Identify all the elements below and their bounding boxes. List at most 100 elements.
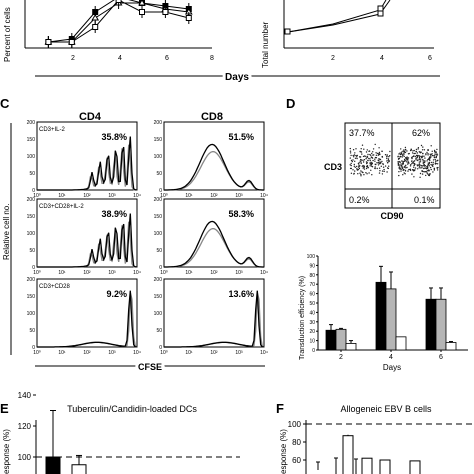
quadrant-lr: 0.1% <box>414 195 435 205</box>
scatter-event <box>397 164 400 166</box>
scatter-event <box>410 149 413 151</box>
scatter-event <box>408 162 410 164</box>
scatter-event <box>424 157 426 159</box>
scatter-event <box>428 161 431 164</box>
scatter-event <box>354 166 356 168</box>
scatter-event <box>400 170 402 172</box>
scatter-event <box>366 165 368 168</box>
scatter-event <box>413 176 415 178</box>
histogram-sample-trace <box>37 213 138 268</box>
scatter-event <box>349 150 352 152</box>
scatter-event <box>417 147 420 149</box>
panel-f-ytick: 80 <box>292 438 301 447</box>
cd8-percent: 51.5% <box>228 132 254 142</box>
scatter-event <box>417 164 420 166</box>
cd4-percent: 9.2% <box>106 289 127 299</box>
scatter-event <box>380 162 382 164</box>
histogram-ytick: 0 <box>32 345 35 351</box>
scatter-event <box>403 158 406 161</box>
histogram-ytick: 100 <box>27 311 36 317</box>
histogram-xtick: 10⁴ <box>133 270 141 276</box>
histogram-xtick: 10² <box>83 193 91 199</box>
bar-ytick: 60 <box>309 292 315 298</box>
scatter-event <box>353 165 355 167</box>
panel-a-marker <box>45 39 52 45</box>
panel-d: D 37.7% 62% 0.2% 0.1% CD3 CD90 Transduct… <box>286 96 468 372</box>
panel-f-bar <box>361 457 373 474</box>
histogram-ytick: 200 <box>27 197 36 203</box>
histogram-ytick: 50 <box>156 171 162 177</box>
scatter-event <box>410 164 412 166</box>
scatter-event <box>432 159 435 161</box>
histogram-frame <box>163 278 265 348</box>
scatter-event <box>413 164 415 167</box>
histogram-xtick: 10² <box>83 270 91 276</box>
scatter-event <box>359 150 361 153</box>
scatter-event <box>403 168 405 171</box>
scatter-event <box>419 176 421 178</box>
scatter-event <box>349 147 351 150</box>
panel-f-bar <box>409 460 421 474</box>
histogram-xtick: 10⁴ <box>260 270 268 276</box>
shared-days-label: Days <box>225 72 249 83</box>
panel-f-ytick: 100 <box>288 420 302 429</box>
scatter-event <box>415 150 417 153</box>
scatter-event <box>411 162 413 165</box>
scatter-event <box>377 164 380 166</box>
scatter-event <box>404 165 406 167</box>
scatter-event <box>436 148 438 151</box>
scatter-event <box>402 160 404 163</box>
scatter-event <box>379 162 381 164</box>
bar <box>335 328 347 351</box>
scatter-event <box>412 150 414 152</box>
scatter-event <box>372 151 374 153</box>
panel-e-bar <box>71 464 87 474</box>
scatter-event <box>411 173 413 175</box>
scatter-event <box>377 162 379 164</box>
scatter-event <box>427 170 430 172</box>
scatter-event <box>433 168 436 170</box>
bar-ytick: 80 <box>309 273 315 279</box>
scatter-event <box>351 160 353 163</box>
scatter-event <box>419 151 421 153</box>
quadrant-ll: 0.2% <box>349 195 370 205</box>
histogram-ytick: 0 <box>32 188 35 194</box>
scatter-event <box>428 163 430 166</box>
scatter-event <box>397 161 399 163</box>
scatter-event <box>429 159 431 162</box>
scatter-event <box>426 170 429 172</box>
panel-c-xlabel: CFSE <box>138 362 162 372</box>
scatter-event <box>406 156 408 158</box>
histogram-ytick: 50 <box>29 171 35 177</box>
cd4-percent: 38.9% <box>101 209 127 219</box>
scatter-event <box>389 155 391 157</box>
scatter-event <box>350 172 353 174</box>
bar-marks: 0 10 20 30 40 50 60 70 80 90 100 2 4 6 <box>307 254 468 361</box>
scatter-event <box>435 151 437 153</box>
scatter-event <box>374 160 376 162</box>
panel-b-marker <box>377 5 384 12</box>
bar-ylabel: Transduction efficiency (%) <box>299 276 306 360</box>
scatter-event <box>378 167 381 169</box>
panel-f-ytick: 60 <box>292 456 301 465</box>
scatter-event <box>432 171 434 173</box>
scatter-event <box>437 159 439 161</box>
histogram-xtick: 10¹ <box>58 350 66 356</box>
scatter-event <box>360 175 362 177</box>
scatter-event <box>361 144 364 146</box>
scatter-event <box>397 163 399 165</box>
scatter-event <box>400 166 402 168</box>
scatter-event <box>377 154 379 156</box>
histogram-ytick: 150 <box>154 214 163 220</box>
scatter-event <box>386 160 388 162</box>
scatter-event <box>419 172 422 175</box>
scatter-event <box>408 168 410 171</box>
scatter-event <box>425 153 427 155</box>
scatter-event <box>424 171 427 173</box>
histogram-ytick: 200 <box>27 277 36 283</box>
scatter-event <box>375 163 377 166</box>
histogram-frame <box>163 121 265 191</box>
scatter-event <box>374 158 376 160</box>
scatter-event <box>427 153 429 155</box>
